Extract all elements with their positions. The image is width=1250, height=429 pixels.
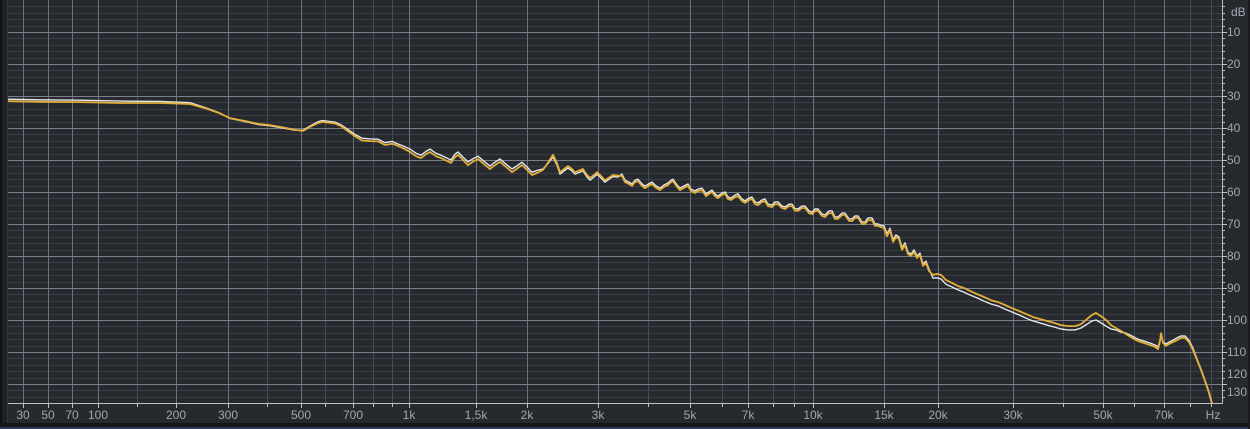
db-unit-label: dB bbox=[1231, 5, 1246, 19]
x-tick-label: 30 bbox=[16, 408, 30, 422]
y-tick-label: 120 bbox=[1227, 367, 1247, 381]
x-tick-label: 3k bbox=[592, 408, 606, 422]
y-tick-label: 80 bbox=[1227, 249, 1241, 263]
x-tick-label: 5k bbox=[684, 408, 698, 422]
labels-layer: 30 50 70 100 200 300 500 700 1k 1,5k 2k 3k 5k 7k 10k 15… bbox=[16, 5, 1247, 422]
hz-unit-label: Hz bbox=[1206, 408, 1221, 422]
x-tick-label: 1k bbox=[403, 408, 417, 422]
spectrum-curve-white bbox=[8, 98, 1213, 403]
x-tick-label: 7k bbox=[742, 408, 756, 422]
y-tick-label: 20 bbox=[1227, 57, 1241, 71]
y-tick-label: 40 bbox=[1227, 121, 1241, 135]
grid-layer bbox=[8, 0, 1222, 403]
x-tick-label: 2k bbox=[521, 408, 535, 422]
x-tick-label: 20k bbox=[928, 408, 948, 422]
y-tick-label: 10 bbox=[1227, 25, 1241, 39]
x-tick-label: 10k bbox=[803, 408, 823, 422]
y-tick-label: 70 bbox=[1227, 217, 1241, 231]
x-tick-label: 700 bbox=[343, 408, 363, 422]
x-tick-label: 200 bbox=[166, 408, 186, 422]
x-tick-label: 70k bbox=[1154, 408, 1174, 422]
x-tick-label: 500 bbox=[291, 408, 311, 422]
y-tick-label: 30 bbox=[1227, 89, 1241, 103]
axes-layer bbox=[8, 0, 1227, 408]
curves-layer bbox=[8, 98, 1213, 403]
left-border bbox=[0, 0, 8, 429]
y-tick-label: 100 bbox=[1227, 313, 1247, 327]
x-tick-label: 1,5k bbox=[465, 408, 489, 422]
x-tick-label: 30k bbox=[1003, 408, 1023, 422]
y-tick-label: 110 bbox=[1227, 345, 1246, 359]
right-edge bbox=[1248, 0, 1250, 429]
x-tick-label: 50k bbox=[1093, 408, 1113, 422]
y-tick-label: 50 bbox=[1227, 153, 1241, 167]
x-tick-label: 100 bbox=[88, 408, 108, 422]
bottom-accent-line bbox=[0, 427, 1250, 429]
plot-background bbox=[8, 0, 1222, 403]
x-tick-label: 300 bbox=[218, 408, 238, 422]
y-tick-label: 60 bbox=[1227, 185, 1241, 199]
x-tick-label: 50 bbox=[41, 408, 55, 422]
bottom-border bbox=[0, 423, 1250, 429]
y-tick-label: 130 bbox=[1227, 385, 1247, 399]
x-tick-label: 70 bbox=[65, 408, 79, 422]
spectrum-curve-yellow bbox=[8, 100, 1213, 403]
x-tick-label: 15k bbox=[874, 408, 894, 422]
y-tick-label: 90 bbox=[1227, 281, 1241, 295]
